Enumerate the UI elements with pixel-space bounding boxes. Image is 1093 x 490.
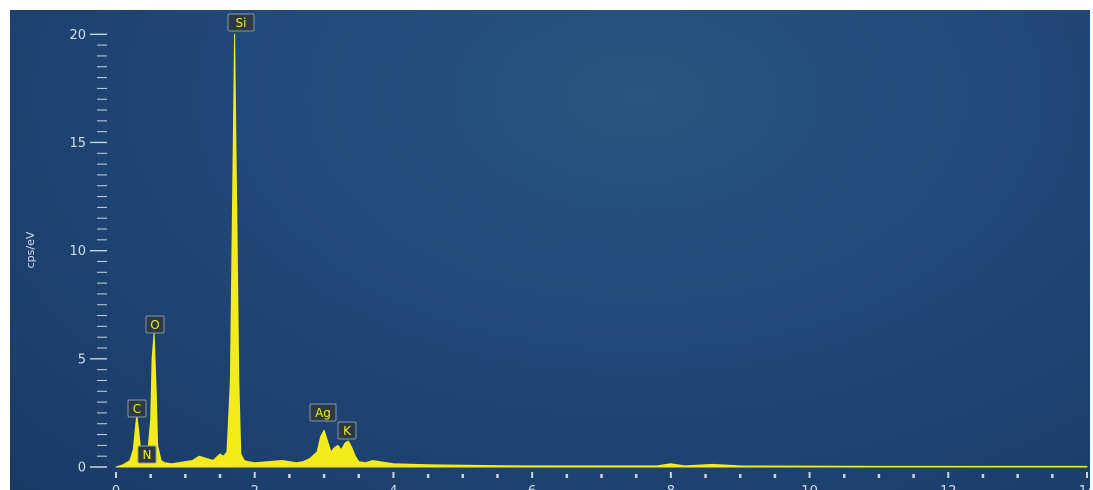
element-label-box [227, 13, 255, 32]
element-label-box [137, 445, 157, 464]
x-tick-label: 2 [251, 484, 259, 490]
element-label-text: K [343, 424, 352, 438]
x-tick-label: 10 [801, 484, 818, 490]
element-label-box [309, 403, 337, 422]
element-label-text: O [150, 318, 159, 332]
element-label-text: C [133, 402, 141, 416]
element-label-k: K [337, 421, 357, 440]
element-label-o: O [145, 315, 165, 334]
x-tick-label: 0 [112, 484, 120, 490]
element-label-si: Si [227, 13, 255, 32]
spectrum-plot-area: cps/eV 0 5 10 15 20 0 2 4 6 8 10 12 14 Si O C N Ag K [10, 10, 1090, 490]
element-label-text: N [143, 448, 152, 462]
y-axis-label: cps/eV [24, 231, 37, 268]
x-tick-label: 8 [667, 484, 675, 490]
element-label-box [337, 421, 357, 440]
element-label-box [127, 399, 147, 418]
y-tick-label: 0 [78, 461, 86, 476]
x-tick-label: 14 [1079, 484, 1090, 490]
element-label-box [145, 315, 165, 334]
y-tick-label: 10 [69, 244, 86, 259]
element-label-n: N [137, 445, 157, 464]
x-tick-label: 12 [940, 484, 957, 490]
y-tick-label: 5 [78, 352, 86, 367]
x-tick-label: 4 [389, 484, 397, 490]
y-tick-label: 20 [69, 28, 86, 43]
element-label-ag: Ag [309, 403, 337, 422]
element-label-text: Ag [315, 406, 331, 420]
x-tick-label: 6 [528, 484, 536, 490]
element-label-c: C [127, 399, 147, 418]
spectrum-series [115, 33, 1088, 468]
element-label-text: Si [236, 16, 247, 30]
y-tick-label: 15 [69, 136, 86, 151]
eds-spectrum-chart: cps/eV 0 5 10 15 20 0 2 4 6 8 10 12 14 Si O C N Ag K [24, 13, 1090, 490]
